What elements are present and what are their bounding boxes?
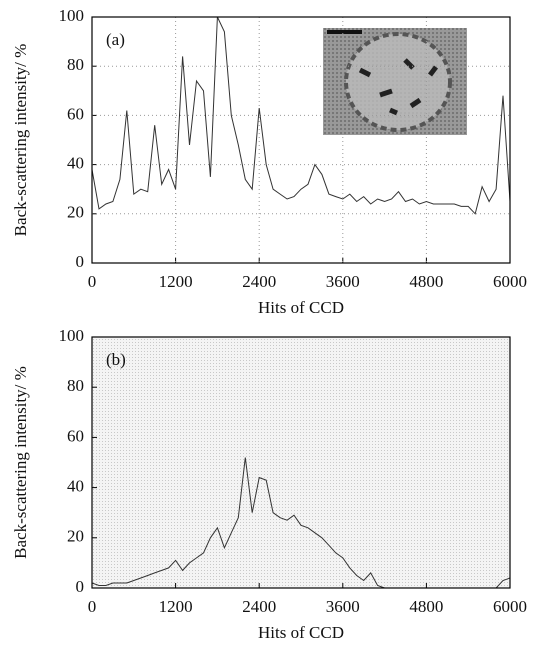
x-tick-label: 4800	[409, 272, 443, 291]
panel-label: (b)	[106, 350, 126, 369]
x-tick-label: 6000	[493, 272, 527, 291]
y-tick-label: 80	[67, 376, 84, 395]
y-tick-label: 100	[59, 6, 85, 25]
plot-frame	[91, 336, 511, 589]
y-tick-label: 60	[67, 426, 84, 445]
x-axis-label: Hits of CCD	[258, 623, 344, 642]
y-tick-label: 40	[67, 154, 84, 173]
y-tick-label: 0	[76, 577, 85, 596]
x-tick-label: 1200	[159, 272, 193, 291]
panel-label: (a)	[106, 30, 125, 49]
y-tick-label: 20	[67, 527, 84, 546]
x-tick-label: 3600	[326, 272, 360, 291]
x-tick-label: 2400	[242, 597, 276, 616]
y-tick-label: 100	[59, 326, 85, 345]
y-tick-label: 80	[67, 55, 84, 74]
y-tick-label: 20	[67, 203, 84, 222]
data-line	[91, 16, 511, 215]
x-tick-label: 3600	[326, 597, 360, 616]
y-tick-label: 60	[67, 104, 84, 123]
x-tick-label: 0	[88, 597, 97, 616]
x-tick-label: 2400	[242, 272, 276, 291]
y-axis-label: Back-scattering intensity/ %	[11, 366, 30, 559]
inset-image	[323, 28, 467, 135]
plot-frame	[91, 16, 511, 264]
x-tick-label: 0	[88, 272, 97, 291]
x-tick-label: 1200	[159, 597, 193, 616]
x-tick-label: 6000	[493, 597, 527, 616]
y-axis-label: Back-scattering intensity/ %	[11, 44, 30, 237]
y-tick-label: 0	[76, 252, 85, 271]
y-tick-label: 40	[67, 477, 84, 496]
x-tick-label: 4800	[409, 597, 443, 616]
x-axis-label: Hits of CCD	[258, 298, 344, 317]
plot-background	[92, 337, 510, 588]
